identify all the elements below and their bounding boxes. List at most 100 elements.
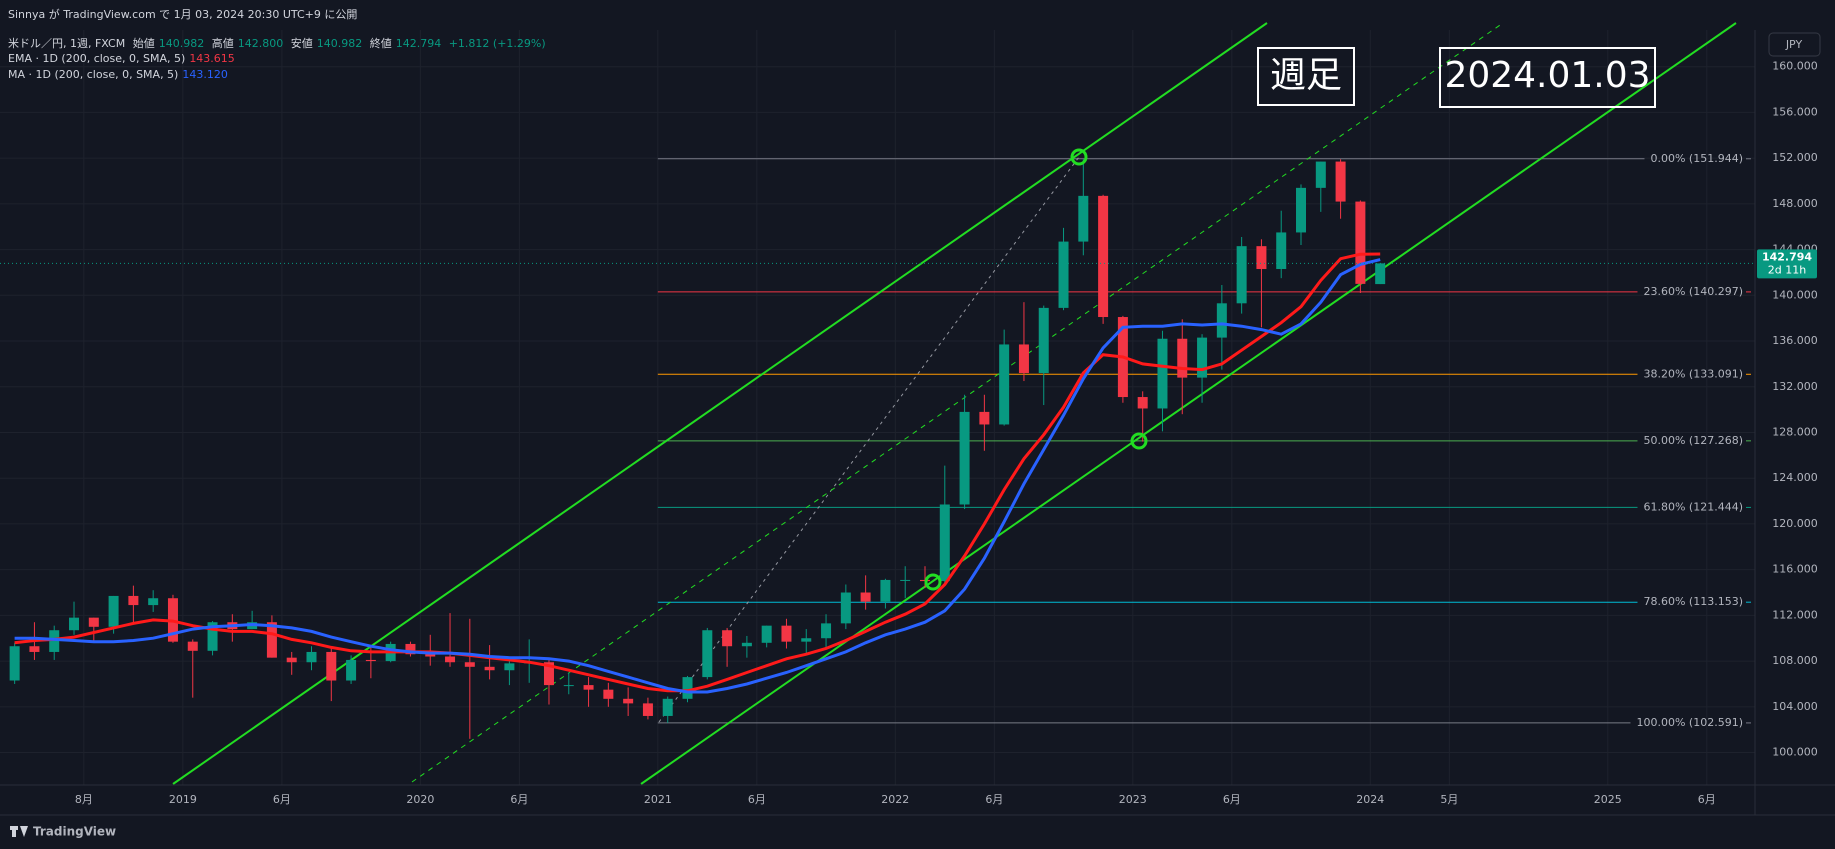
candle-body (1157, 338, 1168, 409)
indicator-line (14, 258, 1381, 694)
anchor-point (1070, 148, 1088, 166)
anchor-point (1130, 432, 1148, 450)
candle-body (148, 598, 159, 606)
channel-mid (411, 22, 1504, 783)
y-tick-label: 160.000 (1772, 60, 1818, 73)
x-tick-label: 6月 (273, 793, 291, 806)
candle-body (741, 642, 752, 647)
timeframe-badge: 週足 (1257, 47, 1355, 106)
indicator-name: EMA · 1D (200, close, 0, SMA, 5) (8, 52, 186, 65)
y-tick-label: 140.000 (1772, 288, 1818, 301)
x-tick-label: 2022 (881, 793, 909, 806)
candle-body (939, 504, 950, 582)
candle-body (49, 630, 60, 652)
x-tick-label: 2025 (1594, 793, 1622, 806)
currency-label[interactable]: JPY (1785, 38, 1803, 51)
x-tick-label: 2024 (1356, 793, 1384, 806)
candle-body (306, 651, 317, 663)
ohlc-label: 始値 (132, 37, 155, 50)
candle-body (880, 579, 891, 602)
candle-body (1098, 195, 1109, 318)
candle-body (722, 630, 733, 647)
fib-label: 23.60% (140.297) (1643, 285, 1743, 298)
indicator-value: 143.120 (182, 68, 228, 81)
candle-body (1375, 263, 1386, 285)
date-badge: 2024.01.03 (1439, 47, 1656, 108)
candle-body (702, 630, 713, 678)
y-tick-label: 124.000 (1772, 471, 1818, 484)
candle-body (1296, 187, 1307, 233)
footer-brand: TradingView (33, 825, 116, 839)
candle-body (860, 592, 871, 602)
symbol: 米ドル／円, 1週, FXCM (8, 37, 126, 50)
ohlc-value: 140.982 (316, 37, 363, 50)
candle-body (1197, 337, 1208, 378)
candle-body (1276, 232, 1287, 270)
candle-body (543, 662, 554, 686)
candle-body (346, 659, 357, 681)
footer-logo (10, 826, 28, 837)
x-tick-label: 2020 (406, 793, 434, 806)
candle-body (286, 657, 297, 663)
y-tick-label: 100.000 (1772, 746, 1818, 759)
x-tick-label: 2019 (169, 793, 197, 806)
channel-upper (172, 22, 1268, 785)
currency-button[interactable] (1768, 32, 1821, 57)
candle-body (187, 641, 198, 651)
indicator-legend: MA · 1D (200, close, 0, SMA, 5) 143.120 (8, 68, 232, 81)
candle-body (1137, 397, 1148, 409)
candle-body (821, 623, 832, 639)
candle-body (1058, 241, 1069, 308)
candle-body (365, 659, 376, 662)
candle-body (1355, 201, 1366, 284)
candle-body (464, 662, 475, 667)
candle-body (603, 689, 614, 699)
candle-body (900, 579, 911, 581)
candle-body (1236, 246, 1247, 304)
candle-body (999, 344, 1010, 425)
price-tag-countdown: 2d 11h (1768, 263, 1806, 276)
x-tick-label: 5月 (1440, 793, 1458, 806)
ohlc-label: 安値 (290, 37, 313, 50)
candle-body (207, 622, 218, 651)
price-axis (1755, 30, 1835, 815)
candle-body (662, 698, 673, 716)
candle-body (761, 625, 772, 643)
y-tick-label: 136.000 (1772, 334, 1818, 347)
y-tick-label: 108.000 (1772, 654, 1818, 667)
candle-body (1078, 195, 1089, 242)
indicator-value: 143.615 (189, 52, 235, 65)
x-tick-label: 6月 (1223, 793, 1241, 806)
ohlc-value: 142.800 (237, 37, 284, 50)
x-tick-label: 6月 (510, 793, 528, 806)
candle-body (801, 638, 812, 642)
candle-body (781, 625, 792, 642)
y-tick-label: 104.000 (1772, 700, 1818, 713)
candle-body (1177, 338, 1188, 378)
candle-body (405, 643, 416, 655)
y-tick-label: 148.000 (1772, 197, 1818, 210)
candle-body (1038, 307, 1049, 374)
x-tick-label: 6月 (748, 793, 766, 806)
fib-trend-line (658, 156, 1080, 723)
candle-body (1018, 344, 1029, 374)
x-tick-label: 2021 (644, 793, 672, 806)
candle-body (583, 685, 594, 690)
fib-label: 78.60% (113.153) (1643, 595, 1743, 608)
change: +1.812 (+1.29%) (448, 37, 546, 50)
candle-body (29, 646, 40, 652)
y-tick-label: 128.000 (1772, 425, 1818, 438)
y-tick-label: 156.000 (1772, 105, 1818, 118)
x-tick-label: 6月 (1698, 793, 1716, 806)
fib-label: 38.20% (133.091) (1643, 367, 1743, 380)
ohlc-label: 高値 (211, 37, 234, 50)
candle-body (642, 703, 653, 716)
y-tick-label: 152.000 (1772, 151, 1818, 164)
candle-body (623, 698, 634, 704)
x-tick-label: 6月 (985, 793, 1003, 806)
price-tag (1757, 249, 1817, 279)
ohlc-label: 終値 (369, 37, 392, 50)
publish-info: Sinnya が TradingView.com で 1月 03, 2024 2… (8, 8, 358, 21)
anchor-point (924, 573, 942, 591)
